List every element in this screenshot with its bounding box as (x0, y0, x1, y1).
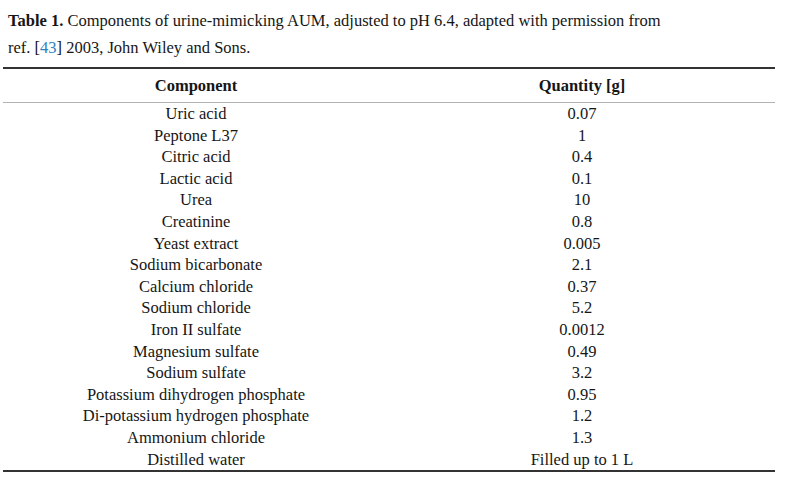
table-caption-label: Table 1. (8, 11, 63, 30)
component-cell: Citric acid (3, 146, 389, 168)
component-cell: Ammonium chloride (3, 427, 389, 449)
quantity-cell: 1.2 (389, 405, 775, 427)
quantity-cell: 0.0012 (389, 319, 775, 341)
table-row: Ammonium chloride 1.3 (3, 427, 775, 449)
quantity-cell: 0.49 (389, 341, 775, 363)
table-row: Distilled water Filled up to 1 L (3, 449, 775, 472)
table-row: Yeast extract 0.005 (3, 233, 775, 255)
table-header: Component Quantity [g] (3, 68, 775, 103)
table-row: Iron II sulfate 0.0012 (3, 319, 775, 341)
table-row: Di-potassium hydrogen phosphate 1.2 (3, 405, 775, 427)
component-cell: Sodium chloride (3, 297, 389, 319)
component-cell: Lactic acid (3, 168, 389, 190)
quantity-cell: 0.95 (389, 384, 775, 406)
component-cell: Di-potassium hydrogen phosphate (3, 405, 389, 427)
table-row: Peptone L37 1 (3, 125, 775, 147)
table-caption: Table 1. Components of urine-mimicking A… (0, 0, 800, 61)
citation-ref-link[interactable]: 43 (40, 38, 57, 57)
quantity-cell: 0.4 (389, 146, 775, 168)
table-row: Potassium dihydrogen phosphate 0.95 (3, 384, 775, 406)
table-row: Citric acid 0.4 (3, 146, 775, 168)
component-cell: Sodium bicarbonate (3, 254, 389, 276)
table-row: Calcium chloride 0.37 (3, 276, 775, 298)
component-cell: Distilled water (3, 449, 389, 472)
quantity-cell: 2.1 (389, 254, 775, 276)
caption-line2-post: 2003, John Wiley and Sons. (62, 38, 250, 57)
component-cell: Urea (3, 189, 389, 211)
quantity-cell: 3.2 (389, 362, 775, 384)
caption-line2-pre: ref. (8, 38, 35, 57)
table-row: Creatinine 0.8 (3, 211, 775, 233)
component-cell: Iron II sulfate (3, 319, 389, 341)
quantity-cell: 10 (389, 189, 775, 211)
table-row: Magnesium sulfate 0.49 (3, 341, 775, 363)
quantity-cell: Filled up to 1 L (389, 449, 775, 472)
quantity-cell: 0.1 (389, 168, 775, 190)
caption-line1-text: Components of urine-mimicking AUM, adjus… (63, 11, 660, 30)
quantity-cell: 0.005 (389, 233, 775, 255)
component-cell: Potassium dihydrogen phosphate (3, 384, 389, 406)
aum-components-table: Component Quantity [g] Uric acid 0.07 Pe… (3, 67, 775, 472)
table-row: Sodium bicarbonate 2.1 (3, 254, 775, 276)
table-body: Uric acid 0.07 Peptone L37 1 Citric acid… (3, 103, 775, 472)
quantity-cell: 0.07 (389, 103, 775, 125)
component-cell: Calcium chloride (3, 276, 389, 298)
table-row: Sodium sulfate 3.2 (3, 362, 775, 384)
quantity-cell: 1.3 (389, 427, 775, 449)
quantity-cell: 0.8 (389, 211, 775, 233)
component-cell: Sodium sulfate (3, 362, 389, 384)
component-cell: Creatinine (3, 211, 389, 233)
page: Table 1. Components of urine-mimicking A… (0, 0, 800, 472)
column-header-component: Component (3, 68, 389, 103)
table-header-row: Component Quantity [g] (3, 68, 775, 103)
quantity-cell: 1 (389, 125, 775, 147)
quantity-cell: 5.2 (389, 297, 775, 319)
table-row: Urea 10 (3, 189, 775, 211)
table-row: Sodium chloride 5.2 (3, 297, 775, 319)
table-row: Uric acid 0.07 (3, 103, 775, 125)
component-cell: Peptone L37 (3, 125, 389, 147)
column-header-quantity: Quantity [g] (389, 68, 775, 103)
component-cell: Magnesium sulfate (3, 341, 389, 363)
quantity-cell: 0.37 (389, 276, 775, 298)
table-row: Lactic acid 0.1 (3, 168, 775, 190)
component-cell: Uric acid (3, 103, 389, 125)
component-cell: Yeast extract (3, 233, 389, 255)
